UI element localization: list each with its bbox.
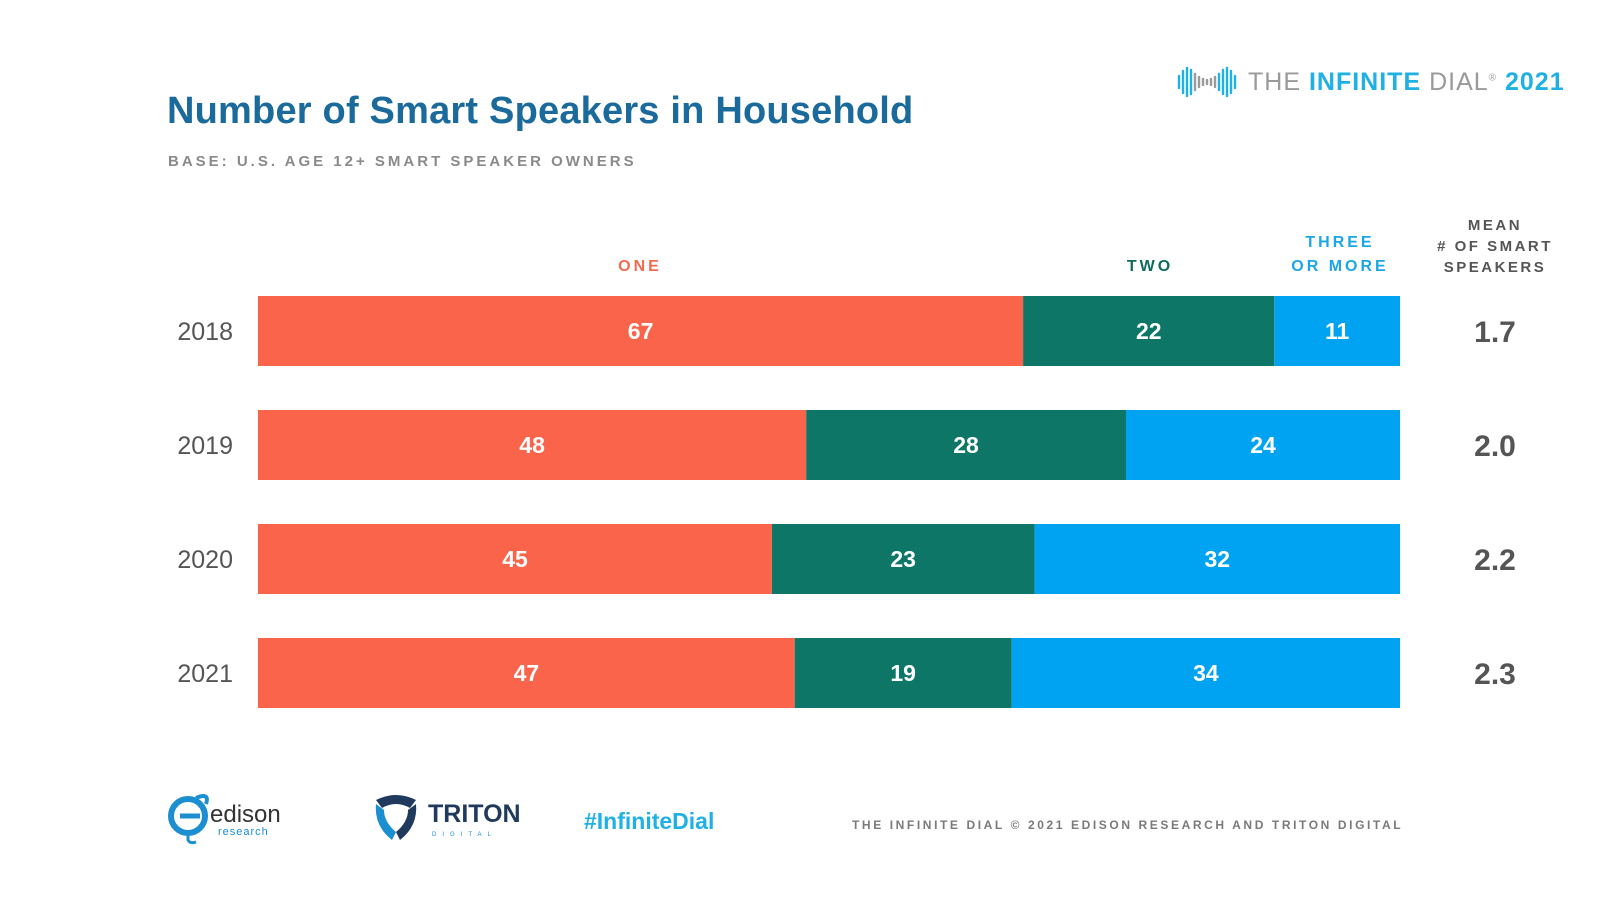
data-label-2019-1: 28 [953,432,979,458]
bar-segment-2020-1 [771,524,1035,594]
edison-research-logo: edison research [166,790,306,850]
bar-segment-2018-1 [1023,296,1275,366]
data-label-2020-0: 45 [502,546,528,572]
legend-three-line-1: THREE [1305,234,1375,251]
infinity-waveform-icon [1177,66,1237,98]
legend-three-or-more: THREE OR MORE [1260,231,1420,279]
category-label-2018: 2018 [177,318,233,346]
data-label-2021-1: 19 [890,660,916,686]
triton-logo-icon: TRITON DIGITAL [375,795,521,840]
data-label-2018-0: 67 [628,318,654,344]
legend-three-line-2: OR MORE [1291,258,1389,275]
category-label-2020: 2020 [177,546,233,574]
bar-segment-2019-1 [806,410,1126,480]
brand-the: THE [1248,67,1301,96]
data-label-2018-1: 22 [1136,318,1162,344]
mean-header-line: MEAN [1467,217,1523,234]
edison-logo-icon: edison research [168,794,281,845]
bar-segment-2020-0 [258,524,772,594]
mean-value-2021: 2.3 [1474,658,1516,691]
data-label-2021-2: 34 [1193,660,1219,686]
category-label-2021: 2021 [177,660,233,688]
mean-header-line: SPEAKERS [1443,259,1547,276]
bar-segment-2021-1 [794,638,1012,708]
data-label-2019-2: 24 [1250,432,1276,458]
brand-year: 2021 [1505,67,1565,96]
infinite-dial-brand: THE INFINITE DIAL® 2021 [1176,64,1565,100]
brand-wordmark: THE INFINITE DIAL® 2021 [1248,68,1565,97]
copyright-text: THE INFINITE DIAL © 2021 EDISON RESEARCH… [852,818,1404,832]
triton-name: TRITON [428,800,521,828]
bar-segment-2018-2 [1274,296,1400,366]
mean-value-2018: 1.7 [1474,316,1516,349]
bar-segment-2021-2 [1011,638,1400,708]
mean-header-line: # OF SMART [1437,238,1553,255]
bar-segment-2018-0 [258,296,1024,366]
edison-name: edison [210,801,281,828]
triton-digital-logo: TRITON DIGITAL [370,790,530,850]
legend-one-line: ONE [618,258,662,275]
data-label-2018-2: 11 [1325,318,1350,344]
brand-registered-mark: ® [1488,72,1498,84]
chart-title: Number of Smart Speakers in Household [167,90,914,132]
data-label-2020-1: 23 [890,546,916,572]
legend-one: ONE [560,255,720,279]
legend-two-line: TWO [1126,258,1174,275]
category-label-2019: 2019 [177,432,233,460]
brand-infinite: INFINITE [1308,67,1422,96]
mean-column-header: MEAN # OF SMART SPEAKERS [1420,215,1570,278]
bar-segment-2019-0 [258,410,807,480]
data-label-2020-2: 32 [1205,546,1231,572]
bar-segment-2021-0 [258,638,795,708]
hashtag-link[interactable]: #InfiniteDial [584,808,715,834]
bar-segment-2020-2 [1034,524,1400,594]
triton-sub: DIGITAL [432,832,497,838]
data-label-2021-0: 47 [514,660,540,686]
chart-subtitle: BASE: U.S. AGE 12+ SMART SPEAKER OWNERS [168,153,637,170]
data-label-2019-0: 48 [519,432,545,458]
legend-two: TWO [1070,255,1230,279]
mean-value-2020: 2.2 [1474,544,1516,577]
edison-sub: research [218,826,269,838]
brand-dial: DIAL [1429,67,1489,96]
mean-value-2019: 2.0 [1474,430,1516,463]
bar-segment-2019-2 [1125,410,1400,480]
